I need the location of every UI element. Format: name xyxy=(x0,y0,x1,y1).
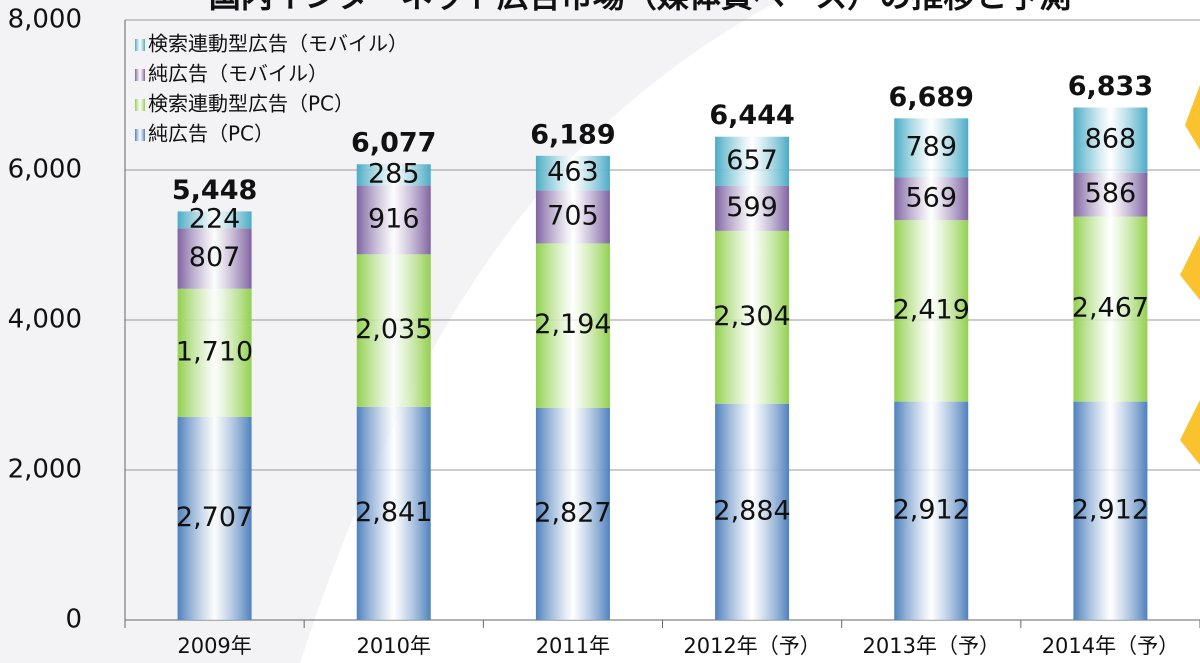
data-label: 463 xyxy=(547,157,599,188)
bar-segment xyxy=(356,185,431,255)
x-tick-label: 2012年（予） xyxy=(683,634,820,658)
legend-swatch xyxy=(135,69,145,81)
bar-segment xyxy=(1073,401,1148,620)
bar-segment xyxy=(356,254,431,407)
data-label: 2,884 xyxy=(713,495,790,526)
x-tick-label: 2013年（予） xyxy=(863,634,1000,658)
bar-segment xyxy=(177,228,252,289)
legend-swatch xyxy=(135,39,145,51)
data-label: 599 xyxy=(726,192,778,223)
bar-segment xyxy=(1073,216,1148,402)
bar-segment xyxy=(894,220,969,402)
total-label: 6,444 xyxy=(709,100,794,131)
bar-segment xyxy=(715,136,790,186)
x-tick-label: 2014年（予） xyxy=(1042,634,1179,658)
legend-swatch xyxy=(135,129,145,141)
data-label: 2,827 xyxy=(534,497,611,528)
x-tick-label: 2010年 xyxy=(357,634,431,658)
total-label: 6,077 xyxy=(351,128,436,159)
bar-segment xyxy=(535,243,610,408)
bar-segment xyxy=(894,118,969,178)
bar-segment xyxy=(715,230,790,404)
data-label: 586 xyxy=(1085,178,1137,209)
decoration xyxy=(1185,85,1200,150)
legend-label: 純広告（PC） xyxy=(148,122,274,146)
data-label: 916 xyxy=(368,203,420,234)
data-label: 2,912 xyxy=(893,494,970,525)
data-label: 2,304 xyxy=(713,301,790,332)
bar-segment xyxy=(356,406,431,620)
bar-segment xyxy=(535,407,610,620)
data-label: 224 xyxy=(189,203,241,234)
y-tick-label: 4,000 xyxy=(8,305,82,335)
data-label: 789 xyxy=(905,131,957,162)
data-label: 2,912 xyxy=(1072,494,1149,525)
data-label: 2,707 xyxy=(176,502,253,533)
decoration xyxy=(1180,400,1200,465)
data-label: 868 xyxy=(1085,124,1137,155)
decoration xyxy=(1180,235,1200,300)
data-label: 2,194 xyxy=(534,309,611,340)
x-tick-label: 2009年 xyxy=(177,634,251,658)
x-tick-label: 2011年 xyxy=(536,634,610,658)
y-tick-label: 2,000 xyxy=(8,455,82,485)
data-label: 807 xyxy=(189,242,241,273)
bar-segment xyxy=(1073,107,1148,173)
bar-segment xyxy=(715,185,790,231)
total-label: 6,833 xyxy=(1068,71,1153,102)
data-label: 2,467 xyxy=(1072,293,1149,324)
data-label: 569 xyxy=(905,182,957,213)
data-label: 2,841 xyxy=(355,497,432,528)
legend-label: 検索連動型広告（PC） xyxy=(148,92,354,116)
bar-segment xyxy=(894,401,969,620)
bar-segment xyxy=(177,288,252,417)
bar-segment xyxy=(1073,172,1148,217)
bar-segment xyxy=(177,211,252,229)
legend-label: 純広告（モバイル） xyxy=(148,62,328,86)
bar-segment xyxy=(177,416,252,620)
bar-segment xyxy=(715,403,790,620)
bar-segment xyxy=(535,190,610,244)
data-label: 1,710 xyxy=(176,336,253,367)
data-label: 705 xyxy=(547,200,599,231)
data-label: 2,035 xyxy=(355,314,432,345)
bar-segment xyxy=(356,164,431,186)
data-label: 2,419 xyxy=(893,294,970,325)
data-label: 657 xyxy=(726,145,778,176)
total-label: 6,189 xyxy=(530,119,615,150)
legend-swatch xyxy=(135,99,145,111)
bar-segment xyxy=(894,177,969,221)
total-label: 5,448 xyxy=(172,175,257,206)
y-tick-label: 8,000 xyxy=(8,5,82,35)
y-tick-label: 0 xyxy=(65,605,82,635)
data-label: 285 xyxy=(368,158,420,189)
chart-title: 国内インターネット広告市場（媒体費ベース）の推移と予測 xyxy=(209,0,1071,15)
total-label: 6,689 xyxy=(889,82,974,113)
y-tick-label: 6,000 xyxy=(8,155,82,185)
legend-label: 検索連動型広告（モバイル） xyxy=(148,32,408,56)
bar-segment xyxy=(535,155,610,191)
